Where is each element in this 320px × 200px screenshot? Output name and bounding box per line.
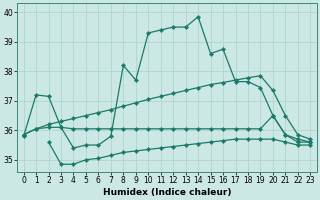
X-axis label: Humidex (Indice chaleur): Humidex (Indice chaleur) [103, 188, 231, 197]
